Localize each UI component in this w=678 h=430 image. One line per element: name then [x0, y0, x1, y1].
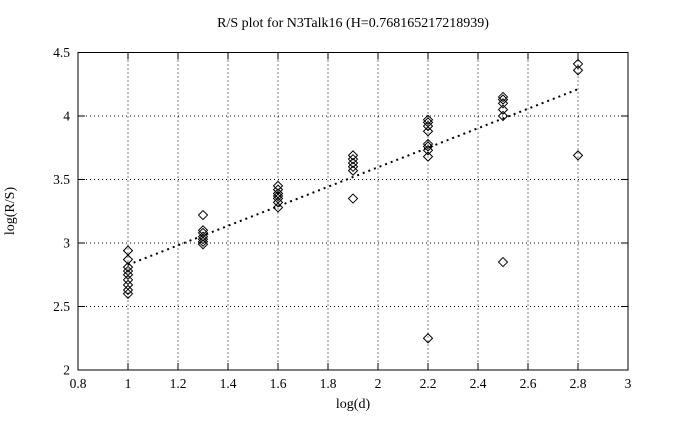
data-point-marker	[422, 114, 434, 126]
data-point-marker	[197, 231, 209, 242]
data-point-marker	[572, 150, 584, 161]
data-point-marker	[122, 245, 134, 256]
data-point-marker	[122, 284, 134, 296]
x-tick-label: 1.8	[320, 376, 337, 391]
data-point-marker	[122, 288, 134, 300]
x-tick-label: 1.4	[220, 376, 237, 391]
data-point-marker	[272, 180, 284, 192]
data-point-marker	[122, 254, 134, 265]
data-point-marker	[347, 153, 359, 165]
x-tick-label: 1.2	[170, 376, 187, 391]
data-point-marker	[497, 110, 509, 122]
data-point-marker	[347, 165, 359, 176]
x-tick-label: 3	[625, 376, 632, 391]
data-point-marker	[422, 126, 434, 137]
data-point-marker	[422, 151, 434, 162]
x-tick-label: 0.8	[70, 376, 87, 391]
data-point-marker	[497, 91, 509, 103]
data-point-marker	[272, 190, 284, 202]
y-tick-label: 2.5	[53, 299, 70, 314]
data-point-marker	[122, 274, 134, 286]
data-point-marker	[572, 58, 584, 70]
chart-title: R/S plot for N3Talk16 (H=0.7681652172189…	[217, 16, 489, 31]
plot-border	[77, 52, 629, 371]
data-point-marker	[497, 94, 509, 105]
data-point-marker	[272, 202, 284, 213]
x-tick-label: 1.6	[270, 376, 287, 391]
data-point-marker	[572, 65, 584, 76]
y-tick-label: 3.5	[53, 172, 70, 187]
data-point-marker	[197, 233, 209, 245]
data-point-marker	[422, 138, 434, 150]
x-tick-label: 2.4	[470, 376, 487, 391]
data-point-marker	[197, 239, 209, 250]
data-point-marker	[347, 150, 359, 161]
data-point-marker	[422, 333, 434, 344]
data-point-marker	[197, 209, 209, 221]
fit-line	[127, 88, 579, 266]
data-point-marker	[347, 157, 359, 169]
data-point-marker	[272, 197, 284, 208]
y-tick-label: 4.5	[53, 45, 70, 60]
data-point-marker	[422, 141, 434, 152]
data-point-marker	[122, 261, 134, 273]
x-tick-label: 1	[125, 376, 132, 391]
data-point-marker	[347, 161, 359, 173]
x-axis-label: log(d)	[335, 397, 371, 412]
data-point-marker	[422, 120, 434, 132]
data-point-marker	[197, 236, 209, 247]
data-point-marker	[497, 104, 509, 115]
data-point-marker	[122, 269, 134, 280]
x-tick-label: 2.6	[520, 376, 537, 391]
y-tick-label: 4	[63, 109, 70, 124]
data-point-marker	[497, 98, 509, 109]
x-tick-label: 2.2	[420, 376, 437, 391]
y-tick-label: 3	[63, 236, 70, 251]
x-tick-label: 2.8	[570, 376, 587, 391]
data-point-marker	[497, 256, 509, 268]
data-point-marker	[347, 193, 359, 204]
data-point-marker	[422, 145, 434, 156]
y-tick-label: 2	[63, 363, 70, 378]
x-tick-label: 2	[375, 376, 382, 391]
